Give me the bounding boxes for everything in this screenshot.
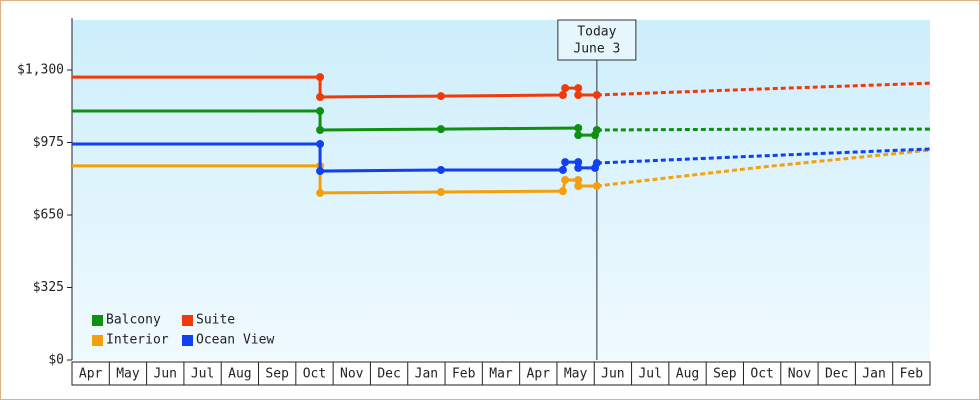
- point: [436, 125, 445, 134]
- x-tick-label: Jan: [862, 367, 885, 382]
- legend-label: Suite: [196, 313, 235, 328]
- point: [574, 182, 583, 190]
- point: [316, 126, 325, 135]
- point: [592, 90, 601, 99]
- point: [558, 90, 567, 99]
- x-tick-label: Jul: [191, 367, 214, 382]
- x-tick-label: Mar: [489, 367, 513, 382]
- x-tick-label: Jan: [415, 367, 438, 382]
- point: [316, 188, 325, 197]
- series-line: [72, 142, 599, 173]
- point: [316, 73, 325, 82]
- point: [574, 84, 583, 93]
- x-tick-label: May: [116, 367, 140, 382]
- x-tick-label: Apr: [79, 367, 103, 382]
- x-tick-label: Jul: [638, 367, 661, 382]
- point: [592, 182, 601, 190]
- point: [316, 140, 325, 149]
- today-label: Today: [577, 25, 616, 40]
- point: [592, 126, 601, 135]
- legend-swatch: [92, 335, 103, 346]
- point: [574, 175, 583, 184]
- point: [558, 165, 567, 174]
- y-tick-label: $1,300: [17, 63, 64, 78]
- x-tick-label: Dec: [377, 367, 400, 382]
- plot-area: [72, 20, 930, 360]
- x-axis-band: [71, 361, 931, 386]
- x-tick-label: Nov: [788, 367, 812, 382]
- x-tick-label: Feb: [900, 367, 924, 382]
- y-tick-label: $650: [33, 208, 64, 223]
- x-tick-label: Apr: [527, 367, 551, 382]
- x-tick-label: Sep: [265, 367, 289, 382]
- x-tick-label: May: [564, 367, 588, 382]
- legend-label: Balcony: [106, 313, 161, 328]
- x-tick-label: Oct: [750, 367, 773, 382]
- legend-swatch: [182, 335, 193, 346]
- x-tick-label: Oct: [303, 367, 326, 382]
- point: [558, 187, 567, 196]
- x-tick-label: Jun: [154, 367, 177, 382]
- today-label: June 3: [573, 42, 620, 57]
- legend-label: Interior: [106, 333, 169, 348]
- point: [316, 167, 325, 176]
- point: [316, 107, 325, 116]
- point: [574, 90, 583, 99]
- legend-swatch: [92, 315, 103, 326]
- x-tick-label: Jun: [601, 367, 624, 382]
- point: [574, 163, 583, 172]
- point: [316, 92, 325, 101]
- y-tick-label: $975: [33, 135, 64, 150]
- legend-label: Ocean View: [196, 333, 274, 348]
- x-tick-label: Sep: [713, 367, 737, 382]
- x-tick-label: Aug: [676, 367, 699, 382]
- legend-swatch: [182, 315, 193, 326]
- point: [574, 124, 583, 132]
- point: [592, 159, 601, 168]
- x-tick-label: Feb: [452, 367, 476, 382]
- y-tick-label: $325: [33, 280, 64, 295]
- point: [436, 165, 445, 174]
- point: [436, 188, 445, 197]
- y-tick-label: $0: [48, 353, 64, 368]
- point: [561, 158, 570, 167]
- x-tick-label: Dec: [825, 367, 848, 382]
- point: [574, 131, 583, 140]
- x-tick-label: Aug: [228, 367, 251, 382]
- x-tick-label: Nov: [340, 367, 364, 382]
- point: [561, 175, 570, 184]
- point: [436, 92, 445, 101]
- point: [574, 158, 583, 167]
- today-box: [557, 19, 637, 61]
- point: [561, 84, 570, 93]
